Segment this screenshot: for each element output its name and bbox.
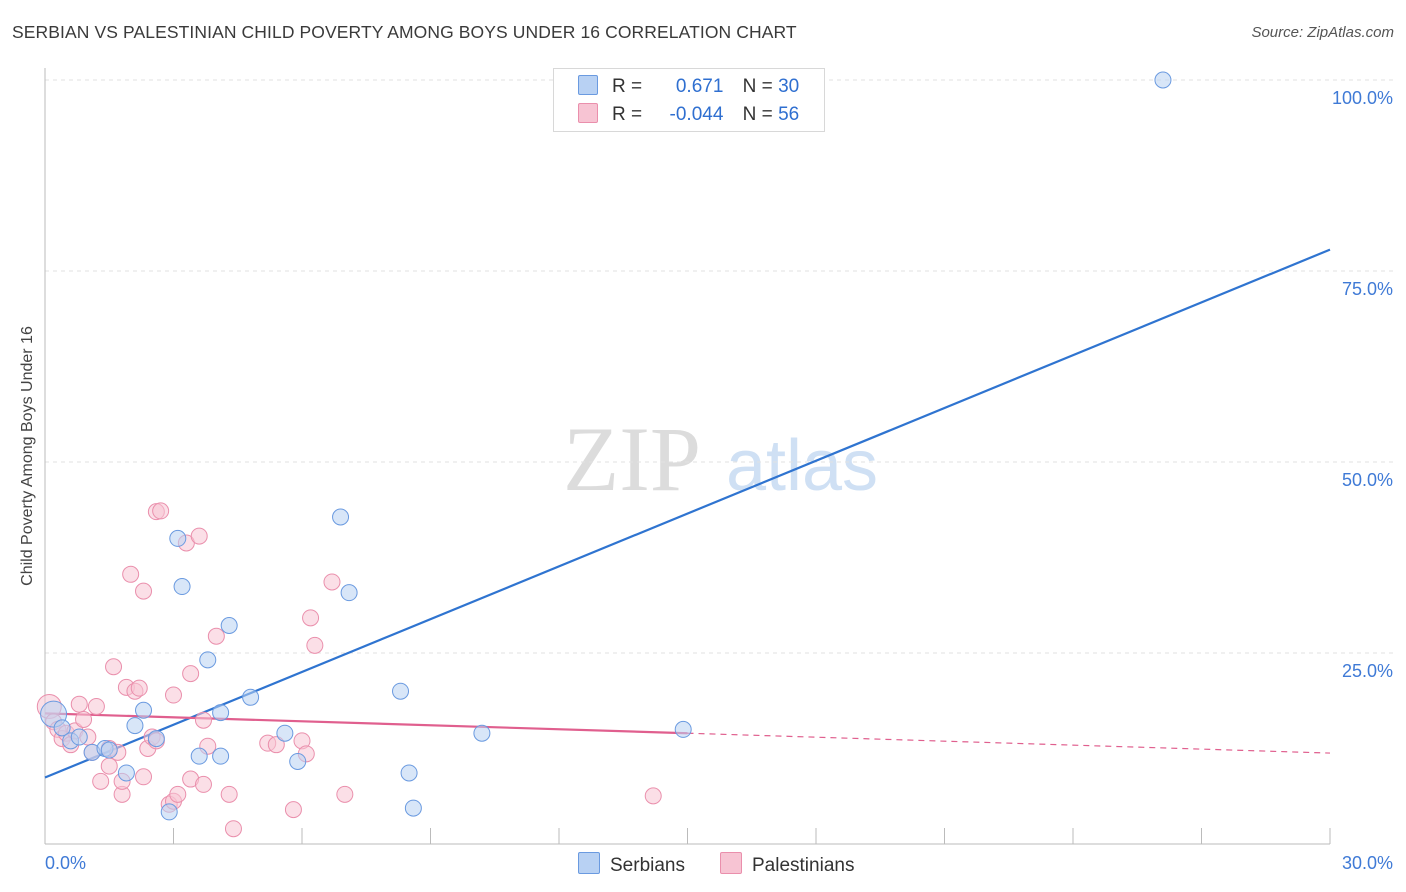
palestinians-point [105,658,123,676]
palestinians-point [152,502,170,520]
y-tick-label: 50.0% [1342,470,1393,490]
serbians-point [242,688,260,706]
bottom-palestinians-swatch [720,852,742,874]
serbians-point [220,616,238,634]
bottom-palestinians-label: Palestinians [752,855,855,876]
palestinians-point [135,768,153,786]
tick-labels: 25.0% 50.0% 75.0% 100.0% 0.0% 30.0% [45,88,1393,873]
palestinians-point [165,686,182,704]
palestinians-point [194,711,212,729]
x-tick-label: 0.0% [45,853,86,873]
palestinians-point [182,665,200,683]
palestinians-point [207,627,225,645]
chart-source: Source: ZipAtlas.com [1251,24,1394,41]
serbians-trend-line [44,248,1331,779]
palestinians-trend-extension [687,732,1331,754]
serbians-point [53,719,71,737]
palestinians-point [130,679,148,697]
bottom-legend-palestinians: Palestinians [720,852,854,877]
serbians-n-label: N = [742,76,773,97]
trend-lines [44,248,1331,779]
palestinians-point [220,785,238,803]
palestinians-r-value: -0.044 [669,104,724,125]
y-tick-label: 75.0% [1342,279,1393,299]
serbians-point [473,724,491,742]
serbians-point [190,747,208,765]
serbians-point [126,717,144,735]
serbians-point [340,584,358,602]
palestinians-point [135,582,153,600]
palestinians-point [267,736,285,754]
serbians-point [404,799,422,817]
serbians-point [400,764,418,782]
palestinians-point [100,757,118,775]
serbians-point [70,728,88,746]
serbians-point [332,508,350,526]
palestinians-point [122,565,140,583]
serbians-point [199,651,217,669]
palestinians-point [302,609,320,627]
correlation-legend: R = 0.671 N = 30 R = -0.044 N = 56 [553,68,825,132]
serbians-point [173,578,191,596]
serbians-n-value: 30 [778,76,800,97]
serbians-point [289,752,307,770]
palestinians-point [306,636,324,654]
serbians-r-label: R = [612,76,643,97]
serbians-point [674,720,692,738]
bottom-legend-serbians: Serbians [578,852,685,877]
palestinians-swatch [578,103,598,123]
palestinians-point [169,785,187,803]
serbians-point [212,704,230,722]
serbians-point [160,803,178,821]
palestinians-n-value: 56 [778,104,800,125]
palestinians-n-label: N = [742,104,773,125]
legend-row-serbians: R = 0.671 N = 30 [578,75,799,98]
serbians-point [212,747,230,765]
serbians-point [169,529,187,547]
serbians-r-value: 0.671 [675,76,724,97]
palestinians-trend-line [44,712,688,735]
palestinians-point [70,695,88,713]
serbians-point [276,724,294,742]
palestinians-point [87,697,105,715]
legend-row-palestinians: R = -0.044 N = 56 [578,103,799,126]
serbians-point [147,730,165,748]
chart-title: SERBIAN VS PALESTINIAN CHILD POVERTY AMO… [12,22,797,42]
y-tick-label: 25.0% [1342,661,1393,681]
y-tick-label: 100.0% [1332,88,1393,108]
watermark: ZIP atlas [563,408,878,510]
data-points [36,71,1172,838]
palestinians-point [644,787,662,805]
serbians-swatch [578,75,598,95]
bottom-serbians-label: Serbians [610,855,685,876]
palestinians-point [284,801,302,819]
palestinians-point [194,775,212,793]
serbians-point [100,741,118,759]
serbians-point [1154,71,1172,89]
watermark-zip: ZIP [563,408,701,510]
serbians-point [117,764,135,782]
palestinians-point [336,785,354,803]
palestinians-point [190,527,208,545]
gridlines [45,79,1395,654]
serbians-point [392,682,410,700]
palestinians-point [75,710,93,728]
serbians-point [135,701,153,719]
palestinians-point [224,820,242,838]
palestinians-r-label: R = [612,104,643,125]
palestinians-point [323,573,341,591]
palestinians-point [92,772,110,790]
x-tick-label: 30.0% [1342,853,1393,873]
bottom-serbians-swatch [578,852,600,874]
